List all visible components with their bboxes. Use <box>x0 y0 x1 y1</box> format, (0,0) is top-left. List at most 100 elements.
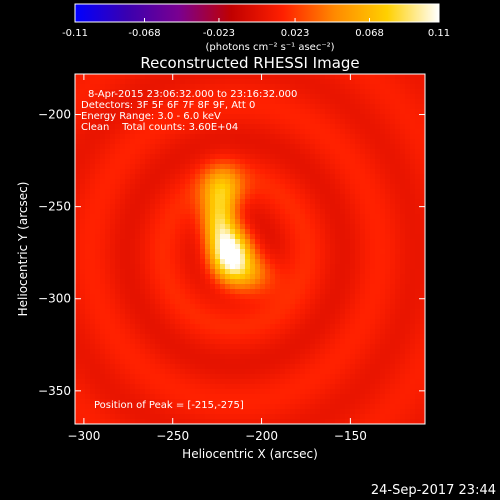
heatmap-cell <box>125 114 131 120</box>
heatmap-cell <box>80 394 86 400</box>
heatmap-cell <box>80 219 86 225</box>
heatmap-cell <box>195 329 201 335</box>
heatmap-cell <box>365 144 371 150</box>
heatmap-cell <box>365 239 371 245</box>
heatmap-cell <box>400 319 406 325</box>
heatmap-cell <box>80 294 86 300</box>
heatmap-cell <box>120 324 126 330</box>
heatmap-cell <box>255 379 261 385</box>
heatmap-cell <box>95 284 101 290</box>
heatmap-cell <box>185 314 191 320</box>
heatmap-cell <box>415 204 421 210</box>
heatmap-cell <box>155 344 161 350</box>
heatmap-cell <box>170 269 176 275</box>
heatmap-cell <box>135 309 141 315</box>
heatmap-cell <box>90 309 96 315</box>
heatmap-cell <box>165 389 171 395</box>
heatmap-cell <box>190 189 196 195</box>
heatmap-cell <box>215 389 221 395</box>
heatmap-cell <box>290 94 296 100</box>
heatmap-cell <box>415 419 421 424</box>
heatmap-cell <box>355 349 361 355</box>
heatmap-cell <box>325 259 331 265</box>
heatmap-cell <box>105 279 111 285</box>
heatmap-cell <box>385 219 391 225</box>
heatmap-cell <box>155 199 161 205</box>
heatmap-cell <box>195 194 201 200</box>
heatmap-cell <box>190 314 196 320</box>
heatmap-cell <box>230 349 236 355</box>
heatmap-cell <box>310 414 316 420</box>
heatmap-cell <box>285 189 291 195</box>
heatmap-cell <box>125 74 131 80</box>
heatmap-cell <box>210 374 216 380</box>
heatmap-cell <box>105 179 111 185</box>
heatmap-cell <box>175 204 181 210</box>
heatmap-cell <box>185 394 191 400</box>
heatmap-cell <box>220 404 226 410</box>
heatmap-cell <box>310 334 316 340</box>
heatmap-cell <box>105 239 111 245</box>
heatmap-cell <box>95 364 101 370</box>
heatmap-cell <box>115 389 121 395</box>
heatmap-cell <box>420 279 425 285</box>
heatmap-cell <box>80 399 86 405</box>
heatmap-cell <box>330 149 336 155</box>
heatmap-cell <box>305 79 311 85</box>
heatmap-cell <box>350 214 356 220</box>
heatmap-cell <box>130 104 136 110</box>
heatmap-cell <box>375 339 381 345</box>
heatmap-cell <box>360 244 366 250</box>
heatmap-cell <box>360 214 366 220</box>
heatmap-cell <box>380 414 386 420</box>
heatmap-cell <box>290 99 296 105</box>
heatmap-cell <box>95 209 101 215</box>
heatmap-cell <box>120 189 126 195</box>
heatmap-cell <box>380 334 386 340</box>
heatmap-cell <box>185 84 191 90</box>
heatmap-cell <box>410 389 416 395</box>
heatmap-cell <box>125 239 131 245</box>
heatmap-cell <box>310 319 316 325</box>
heatmap-cell <box>280 79 286 85</box>
heatmap-cell <box>380 239 386 245</box>
heatmap-cell <box>420 74 425 80</box>
heatmap-cell <box>245 109 251 115</box>
heatmap-cell <box>75 249 81 255</box>
heatmap-cell <box>250 409 256 415</box>
heatmap-cell <box>335 199 341 205</box>
heatmap-cell <box>145 389 151 395</box>
heatmap-cell <box>380 269 386 275</box>
heatmap-cell <box>210 74 216 80</box>
heatmap-cell <box>195 239 201 245</box>
heatmap-cell <box>105 174 111 180</box>
heatmap-cell <box>380 169 386 175</box>
heatmap-cell <box>275 279 281 285</box>
heatmap-cell <box>300 394 306 400</box>
heatmap-cell <box>355 144 361 150</box>
heatmap-cell <box>275 89 281 95</box>
heatmap-cell <box>295 99 301 105</box>
heatmap-cell <box>370 409 376 415</box>
heatmap-cell <box>390 384 396 390</box>
heatmap-cell <box>355 394 361 400</box>
heatmap-cell <box>315 249 321 255</box>
heatmap-cell <box>275 234 281 240</box>
heatmap-cell <box>230 129 236 135</box>
heatmap-cell <box>295 204 301 210</box>
heatmap-cell <box>375 204 381 210</box>
heatmap-cell <box>415 104 421 110</box>
heatmap-cell <box>365 124 371 130</box>
heatmap-cell <box>180 129 186 135</box>
heatmap-cell <box>405 229 411 235</box>
heatmap-cell <box>305 179 311 185</box>
heatmap-cell <box>275 214 281 220</box>
heatmap-cell <box>110 159 116 165</box>
heatmap-cell <box>85 249 91 255</box>
heatmap-cell <box>165 204 171 210</box>
heatmap-cell <box>255 134 261 140</box>
heatmap-cell <box>390 224 396 230</box>
heatmap-cell <box>200 364 206 370</box>
heatmap-cell <box>215 314 221 320</box>
heatmap-cell <box>265 259 271 265</box>
